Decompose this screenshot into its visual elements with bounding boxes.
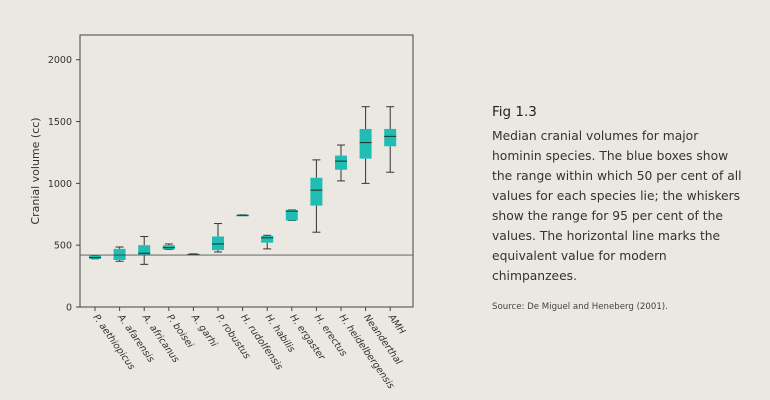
box-2 [113,246,126,262]
y-tick-label: 2000 [48,55,72,66]
source-note: Source: De Miguel and Heneberg (2001). [492,302,668,312]
figure-number: Fig 1.3 [492,104,537,120]
box-4 [162,243,175,251]
box-6 [212,223,224,253]
box-7 [236,214,249,217]
box-iqr [138,245,151,256]
box-13 [384,106,397,173]
caption-text: Median cranial volumes for major hominin… [492,129,742,283]
box-8 [261,234,274,250]
x-tick-label: AMH [385,312,407,337]
box-iqr [384,128,397,147]
box-iqr [285,209,298,221]
y-tick-label: 1000 [48,179,72,190]
box-iqr [212,236,224,251]
box-iqr [359,128,372,159]
box-3 [138,236,151,265]
y-tick-label: 1500 [48,117,72,128]
box-iqr [261,235,274,243]
box-9 [285,209,298,221]
box-1 [89,255,101,260]
y-tick-label: 500 [54,241,72,252]
box-series [89,106,397,265]
figure-caption: Fig 1.3 Median cranial volumes for major… [492,104,742,312]
box-11 [335,144,347,182]
y-axis-ticks: 0 500 1000 1500 2000 [48,55,80,314]
box-iqr [113,248,126,261]
box-5 [187,253,200,256]
cranial-volume-box-plot: Cranial volume (cc) 0 500 1000 1500 2000 P. … [29,34,414,391]
y-axis-title: Cranial volume (cc) [29,117,42,224]
box-12 [359,106,372,184]
box-iqr [310,177,323,206]
box-iqr [335,155,347,170]
box-10 [310,159,323,233]
plot-frame [79,34,414,308]
y-tick-label: 0 [66,303,72,314]
